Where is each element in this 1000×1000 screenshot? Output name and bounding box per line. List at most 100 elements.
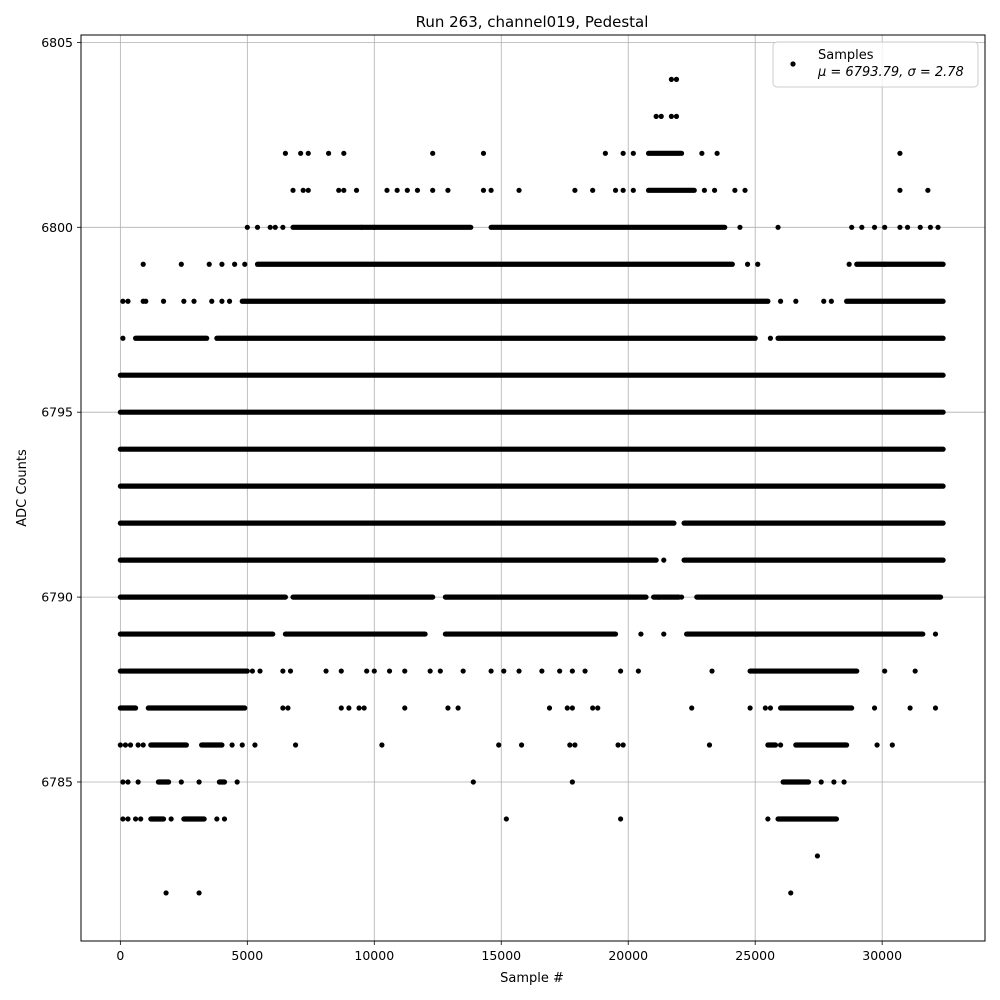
data-point-6788 [569, 668, 575, 674]
data-point-6785 [841, 779, 847, 785]
data-point-6785 [818, 779, 824, 785]
data-point-6801 [305, 187, 311, 193]
data-point-6788 [460, 668, 466, 674]
data-point-6788 [635, 668, 641, 674]
data-point-6788 [287, 668, 294, 674]
y-tick-label: 6790 [41, 590, 73, 605]
data-point-6786 [496, 742, 502, 748]
data-point-6800 [267, 224, 273, 230]
data-point-6799 [755, 261, 761, 267]
data-point-6788 [501, 668, 507, 674]
data-point-6788 [257, 668, 263, 674]
data-point-6798 [191, 298, 197, 304]
data-point-6800 [927, 224, 934, 230]
data-point-6802 [305, 150, 311, 156]
data-point-6798 [777, 298, 784, 304]
data-point-6788 [323, 668, 329, 674]
data-point-6799 [206, 261, 212, 267]
data-point-6786 [379, 742, 385, 748]
data-point-6786 [122, 742, 129, 748]
x-tick-label: 10000 [354, 948, 394, 963]
data-point-6786 [889, 742, 895, 748]
data-point-6799 [242, 261, 248, 267]
data-point-6801 [590, 187, 596, 193]
data-point-6787 [346, 705, 352, 711]
data-point-6801 [620, 187, 626, 193]
data-point-6798 [226, 298, 233, 304]
data-point-6802 [430, 150, 436, 156]
data-point-6802 [602, 150, 608, 156]
data-point-6789 [638, 631, 644, 637]
data-point-6787 [932, 705, 939, 711]
data-point-6786 [620, 742, 626, 748]
data-point-6798 [143, 298, 149, 304]
data-point-6801 [384, 187, 390, 193]
data-point-6784 [618, 816, 624, 822]
data-point-6787 [546, 705, 553, 711]
data-point-6788 [338, 668, 344, 674]
data-point-6801 [300, 187, 306, 193]
data-point-6785 [234, 779, 240, 785]
data-point-6800 [917, 224, 923, 230]
data-point-6803 [658, 113, 664, 119]
data-point-6800 [904, 224, 911, 230]
data-point-6788 [912, 668, 918, 674]
data-point-6799 [232, 261, 238, 267]
data-point-6802 [699, 150, 705, 156]
data-point-6782 [788, 890, 794, 896]
data-point-6800 [244, 224, 250, 230]
data-point-6788 [427, 668, 433, 674]
y-axis-label: ADC Counts [15, 449, 30, 527]
legend: Samples μ = 6793.79, σ = 2.78 [772, 41, 979, 88]
data-point-6789 [661, 631, 667, 637]
data-point-6786 [127, 742, 134, 748]
data-point-6786 [567, 742, 573, 748]
data-point-6801 [925, 187, 931, 193]
data-point-6788 [709, 668, 715, 674]
data-point-6790 [656, 594, 662, 600]
data-point-6786 [239, 742, 245, 748]
data-point-6801 [488, 187, 494, 193]
data-point-6782 [196, 890, 202, 896]
data-point-6787 [595, 705, 601, 711]
data-point-6801 [516, 187, 522, 193]
data-point-6786 [140, 742, 146, 748]
data-point-6786 [518, 742, 525, 748]
data-point-6798 [821, 298, 827, 304]
data-point-6788 [539, 668, 545, 674]
data-point-6784 [168, 816, 174, 822]
data-point-6802 [620, 150, 626, 156]
legend-marker [790, 61, 796, 67]
data-point-6802 [480, 150, 487, 156]
legend-stats: μ = 6793.79, σ = 2.78 [817, 65, 964, 80]
data-point-6787 [907, 705, 913, 711]
data-point-6802 [630, 150, 636, 156]
data-point-6786 [777, 742, 784, 748]
data-point-6798 [828, 298, 834, 304]
y-tick-label: 6785 [41, 774, 73, 789]
data-point-6788 [249, 668, 256, 674]
data-point-6784 [214, 816, 220, 822]
data-point-6800 [897, 224, 903, 230]
x-tick-label: 5000 [231, 948, 263, 963]
data-point-6785 [120, 779, 126, 785]
data-point-6782 [163, 890, 169, 896]
data-point-6801 [480, 187, 487, 193]
data-point-6798 [181, 298, 187, 304]
x-tick-label: 25000 [735, 948, 775, 963]
data-point-6801 [341, 187, 347, 193]
data-point-6801 [630, 187, 636, 193]
data-point-6800 [371, 224, 377, 230]
data-point-6801 [290, 187, 296, 193]
data-point-6788 [618, 668, 624, 674]
data-point-6787 [871, 705, 878, 711]
data-point-6785 [470, 779, 476, 785]
data-point-6786 [117, 742, 123, 748]
data-point-6801 [445, 187, 451, 193]
data-point-6785 [569, 779, 575, 785]
x-tick-label: 30000 [862, 948, 902, 963]
data-point-6799 [219, 261, 225, 267]
x-axis-label: Sample # [500, 971, 564, 986]
